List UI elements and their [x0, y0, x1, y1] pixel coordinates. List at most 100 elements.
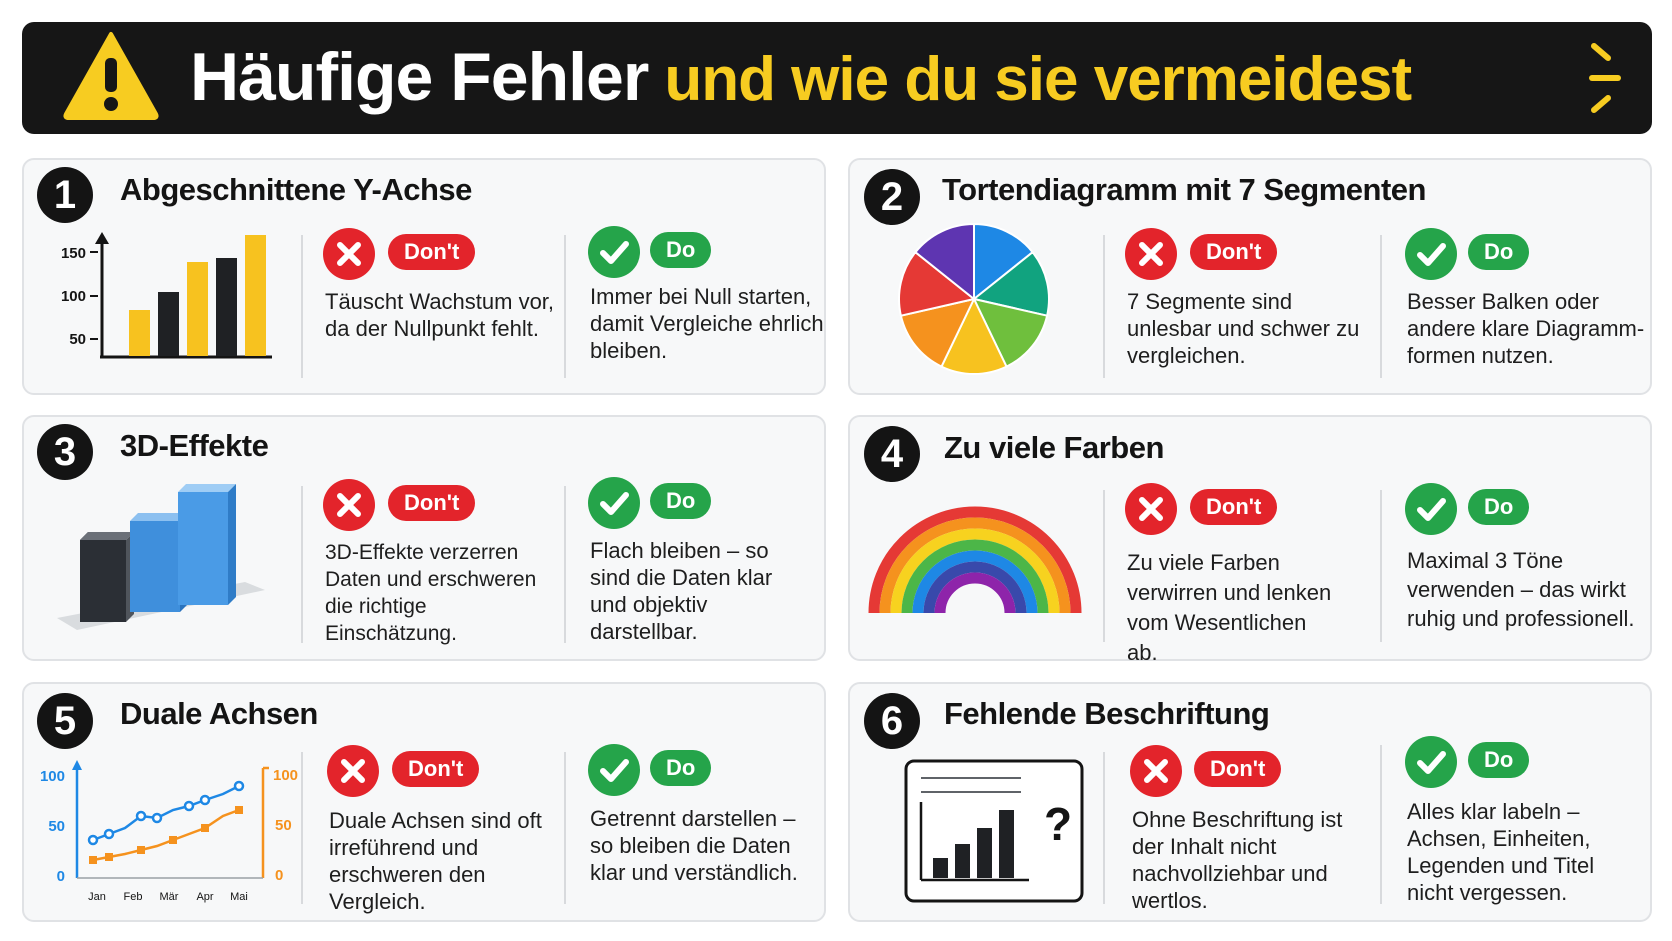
pie-slice	[972, 297, 1049, 368]
do-check-icon	[1405, 483, 1457, 535]
data-point	[199, 794, 211, 806]
divider	[1103, 235, 1105, 378]
dual-axis-line-chart: 100 50 0 100 50 0 Jan Feb Mär Apr Mai	[40, 760, 298, 903]
do-badge: Do	[1468, 742, 1530, 778]
card-dual-axes	[22, 682, 826, 922]
bar	[80, 540, 126, 622]
dont-text: Duale Achsen sind oft irreführend und er…	[329, 808, 542, 914]
do-text: Flach bleiben – so sind die Daten klar u…	[590, 538, 773, 644]
dont-badge: Don't	[388, 234, 476, 270]
bar	[245, 235, 266, 356]
bar	[216, 258, 237, 356]
do-check-icon	[588, 226, 640, 278]
series-line-orange	[92, 808, 240, 862]
bar	[999, 810, 1014, 878]
dont-text: Täuscht Wachstum vor, da der Nullpunkt f…	[325, 289, 555, 341]
data-point	[235, 806, 243, 814]
divider	[1380, 235, 1382, 378]
question-mark-icon: ?	[1044, 798, 1072, 850]
divider	[301, 752, 303, 904]
tick-label: 0	[57, 868, 65, 885]
dont-icon	[323, 479, 375, 531]
warning-triangle-icon	[63, 32, 159, 120]
card-number: 6	[864, 693, 920, 749]
do-check-icon	[1405, 736, 1457, 788]
pie-slice	[940, 296, 1008, 376]
bar	[977, 828, 992, 878]
divider	[1380, 745, 1382, 904]
axis-arrow-icon	[95, 232, 109, 244]
do-badge: Do	[650, 232, 712, 268]
data-point	[169, 836, 177, 844]
data-point	[105, 853, 113, 861]
do-check-icon	[1405, 228, 1457, 280]
card-title: 3D-Effekte	[120, 428, 269, 463]
dont-text: 7 Segmente sind unlesbar und schwer zu v…	[1127, 289, 1360, 368]
divider	[301, 486, 303, 643]
bar	[178, 492, 228, 605]
divider	[564, 752, 566, 904]
tick-label: 0	[275, 867, 283, 884]
do-text: Besser Balken oder andere klare Diagramm…	[1407, 289, 1645, 368]
bar	[129, 310, 150, 356]
data-point	[201, 824, 209, 832]
data-point	[137, 846, 145, 854]
tick-label: 100	[273, 767, 298, 784]
do-text: Maximal 3 Töne verwenden – das wirkt ruh…	[1407, 548, 1635, 631]
pie-slice	[971, 250, 1050, 317]
card-title: Tortendiagramm mit 7 Segmenten	[942, 172, 1426, 207]
tick-label: 50	[69, 331, 86, 348]
page-title: Häufige Fehler und wie du sie vermeidest	[190, 30, 1412, 125]
bar	[955, 844, 970, 878]
dont-badge: Don't	[392, 751, 480, 787]
bar	[187, 262, 208, 356]
pie-slice	[898, 250, 977, 317]
pie-slice	[973, 222, 1035, 302]
tick-label: 100	[40, 768, 65, 785]
month-label: Apr	[196, 891, 213, 903]
do-text: Getrennt darstellen – so bleiben die Dat…	[590, 806, 798, 885]
data-point	[103, 828, 115, 840]
month-label: Mär	[160, 891, 179, 903]
series-line-blue	[92, 784, 240, 842]
card-number: 4	[864, 426, 920, 482]
pie-slice	[899, 297, 976, 368]
pie-slice	[913, 222, 975, 302]
title-main: Häufige Fehler	[190, 39, 649, 115]
data-point	[151, 812, 163, 824]
divider	[301, 235, 303, 378]
bar	[933, 858, 948, 878]
dont-text: 3D-Effekte verzerren Daten und erschwere…	[325, 541, 537, 645]
do-badge: Do	[650, 483, 712, 519]
month-label: Jan	[88, 891, 106, 903]
data-point	[233, 780, 245, 792]
data-point	[87, 834, 99, 846]
tick-label: 100	[61, 288, 86, 305]
do-badge: Do	[1468, 489, 1530, 525]
month-label: Mai	[230, 891, 248, 903]
dont-badge: Don't	[1190, 489, 1278, 525]
3d-bar-chart	[57, 484, 265, 630]
do-check-icon	[588, 744, 640, 796]
card-3d-effects	[22, 415, 826, 661]
dont-badge: Don't	[388, 485, 476, 521]
truncated-axis-bar-chart: 150 100 50	[61, 232, 272, 359]
dont-text: Zu viele Farben verwirren und lenken vom…	[1127, 550, 1332, 665]
card-title: Zu viele Farben	[944, 430, 1164, 465]
divider	[1103, 490, 1105, 642]
dont-icon	[1125, 228, 1177, 280]
card-title: Fehlende Beschriftung	[944, 696, 1270, 731]
do-badge: Do	[650, 750, 712, 786]
do-text: Immer bei Null starten, damit Vergleiche…	[590, 284, 824, 363]
pie-chart-seven-segments	[898, 222, 1050, 376]
rainbow-illustration	[868, 506, 1082, 614]
divider	[1103, 752, 1105, 904]
card-number: 5	[37, 693, 93, 749]
dont-icon	[323, 228, 375, 280]
bar	[130, 521, 180, 612]
month-label: Feb	[124, 891, 143, 903]
dont-icon	[1130, 745, 1182, 797]
card-title: Abgeschnittene Y-Achse	[120, 172, 472, 207]
dont-badge: Don't	[1190, 234, 1278, 270]
do-badge: Do	[1468, 234, 1530, 270]
